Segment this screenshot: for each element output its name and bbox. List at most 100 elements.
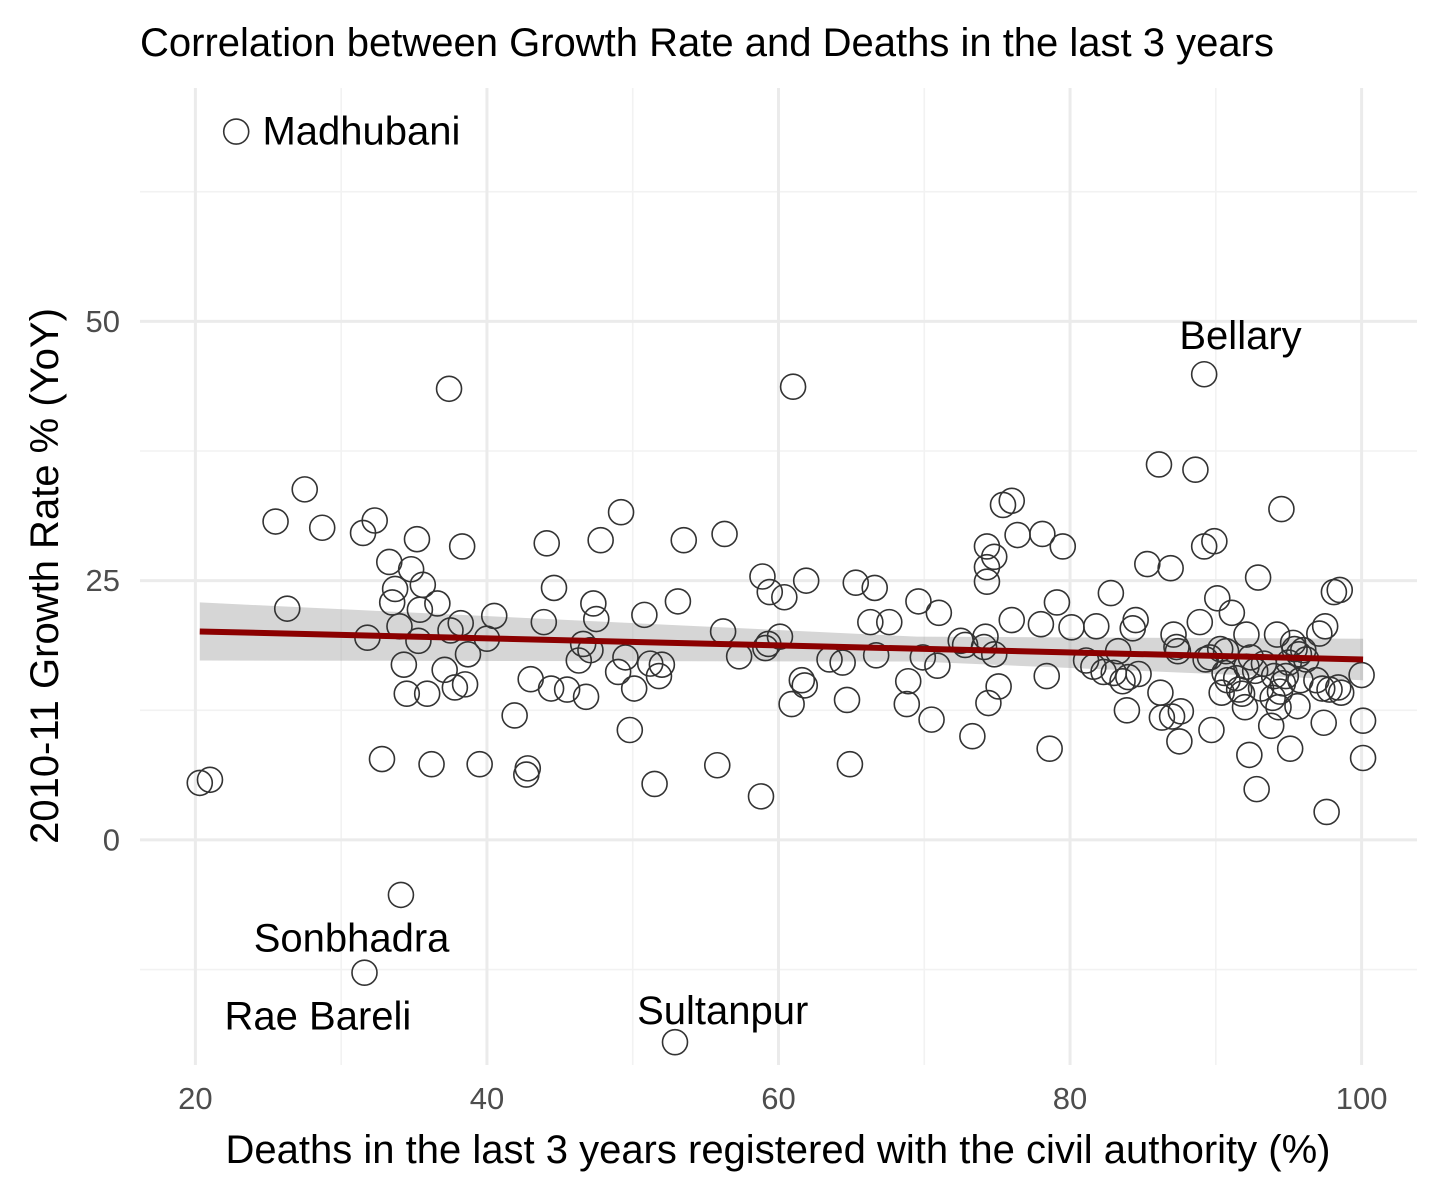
data-point — [1049, 533, 1077, 560]
point-label: Sultanpur — [637, 989, 808, 1033]
data-point — [186, 769, 214, 797]
data-point — [1268, 495, 1295, 523]
data-point — [862, 642, 890, 669]
data-point — [616, 716, 644, 744]
data-point — [390, 651, 418, 678]
data-point — [533, 530, 561, 557]
data-point — [970, 633, 998, 661]
data-point — [973, 553, 1001, 581]
data-point — [1029, 520, 1056, 548]
data-point — [387, 881, 415, 909]
data-point — [833, 686, 861, 714]
data-point — [607, 498, 635, 526]
data-point — [273, 595, 301, 622]
data-point — [1147, 679, 1174, 706]
data-point — [1349, 707, 1377, 734]
y-tick-label: 0 — [103, 822, 120, 857]
confidence-band-layer — [199, 602, 1364, 681]
x-tick-label: 100 — [1336, 1081, 1388, 1116]
data-point — [1243, 775, 1270, 803]
y-axis-title: 2010-11 Growth Rate % (YoY) — [23, 308, 67, 844]
data-point — [778, 690, 805, 718]
data-point — [1233, 621, 1260, 648]
data-point — [792, 567, 820, 594]
data-point — [1259, 684, 1286, 712]
data-point — [351, 959, 378, 986]
data-point — [1033, 662, 1061, 690]
data-point — [582, 605, 610, 633]
data-point — [1166, 728, 1193, 755]
data-point — [1272, 662, 1300, 690]
data-point — [959, 722, 986, 750]
data-point — [393, 680, 421, 707]
data-point — [1145, 451, 1173, 478]
data-point — [368, 745, 396, 773]
x-tick-label: 80 — [1053, 1081, 1087, 1116]
data-point — [1308, 675, 1336, 702]
data-point — [771, 583, 798, 611]
data-point — [711, 520, 738, 548]
data-point — [747, 783, 775, 810]
data-point — [454, 640, 482, 668]
data-point — [604, 658, 632, 686]
data-point — [431, 656, 458, 684]
data-point — [918, 706, 945, 733]
data-point — [441, 674, 469, 701]
data-point — [1160, 621, 1187, 648]
data-point — [1182, 456, 1209, 483]
data-point — [620, 675, 648, 702]
data-point — [501, 702, 528, 729]
data-point — [553, 676, 581, 703]
data-point — [766, 623, 794, 650]
data-point — [1082, 612, 1110, 640]
data-point — [641, 770, 668, 798]
data-point — [1192, 646, 1219, 673]
data-point — [1231, 693, 1259, 721]
data-point — [1097, 579, 1125, 607]
data-point — [645, 662, 673, 690]
point-label: Madhubani — [262, 110, 460, 154]
annotations-layer: Madhubani Bellary Sonbhadra Rae Bareli Sulta… — [225, 110, 1302, 1039]
data-point — [985, 673, 1012, 700]
data-point — [861, 574, 889, 602]
data-point — [308, 514, 336, 542]
data-point — [1276, 735, 1304, 762]
x-tick-label: 60 — [761, 1081, 795, 1116]
data-point — [1326, 576, 1354, 604]
data-point — [262, 508, 289, 535]
data-point — [925, 599, 953, 627]
data-point — [894, 667, 922, 695]
data-point — [1348, 661, 1375, 689]
data-point — [514, 755, 542, 782]
data-point — [1284, 692, 1311, 720]
data-point — [973, 568, 1001, 595]
data-point — [836, 750, 864, 778]
data-point — [1119, 615, 1147, 642]
data-point — [1263, 621, 1291, 648]
x-axis-title: Deaths in the last 3 years registered wi… — [226, 1128, 1331, 1172]
data-point — [1148, 704, 1176, 731]
points-layer — [186, 118, 1377, 1056]
data-point — [1257, 712, 1285, 740]
data-point — [1036, 735, 1063, 762]
data-point — [413, 680, 441, 707]
data-point — [1004, 521, 1031, 549]
data-point — [909, 644, 937, 671]
data-point — [1190, 360, 1218, 388]
data-point — [1218, 599, 1246, 627]
data-point — [875, 608, 903, 636]
data-point — [1222, 664, 1250, 692]
chart-title: Correlation between Growth Rate and Deat… — [140, 21, 1274, 65]
data-point — [791, 672, 819, 699]
data-point — [612, 644, 639, 671]
data-point — [1324, 674, 1352, 701]
data-point — [1285, 640, 1313, 668]
data-point — [1327, 679, 1355, 706]
x-tick-label: 40 — [470, 1081, 504, 1116]
data-point — [1043, 589, 1071, 616]
data-point — [409, 571, 437, 599]
data-point — [980, 543, 1008, 571]
data-point — [1289, 636, 1317, 664]
data-point — [424, 590, 451, 617]
